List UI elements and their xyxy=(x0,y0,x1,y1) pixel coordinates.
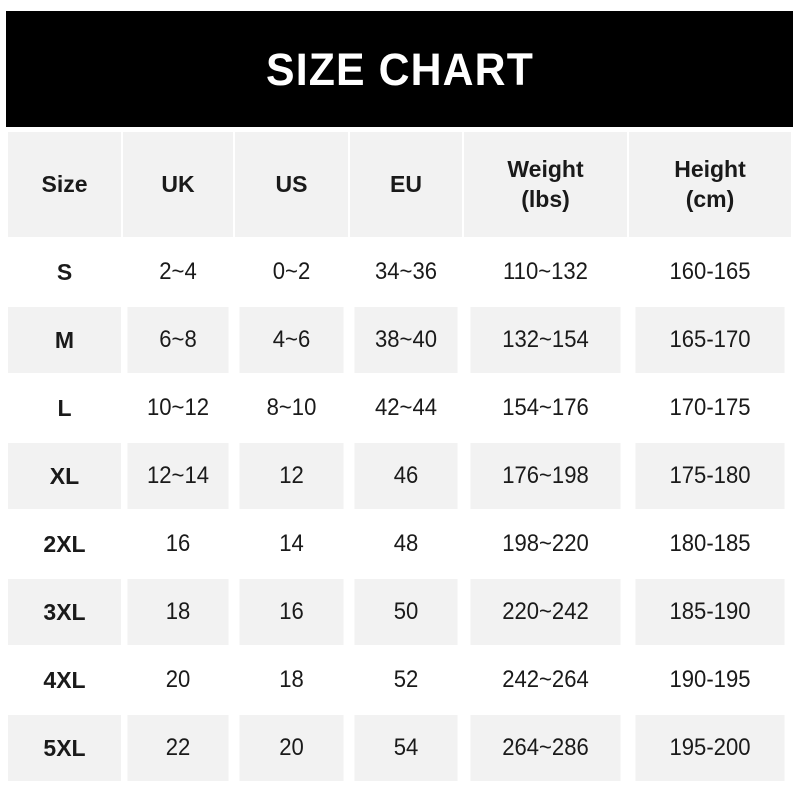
cell-height: 165-170 xyxy=(635,307,785,373)
cell-us: 18 xyxy=(239,647,344,713)
table-body: S 2~4 0~2 34~36 110~132 160-165 M 6~8 4~6 38~40 13… xyxy=(8,239,791,781)
cell-weight: 220~242 xyxy=(470,579,621,645)
cell-size: 3XL xyxy=(8,579,121,645)
cell-uk: 10~12 xyxy=(127,375,229,441)
cell-size: L xyxy=(8,375,121,441)
cell-uk: 22 xyxy=(127,715,229,781)
cell-us: 12 xyxy=(239,443,344,509)
cell-weight: 242~264 xyxy=(470,647,621,713)
cell-eu: 52 xyxy=(354,647,458,713)
table-row: 2XL 16 14 48 198~220 180-185 xyxy=(8,511,791,577)
cell-us: 8~10 xyxy=(239,375,344,441)
table-row: 3XL 18 16 50 220~242 185-190 xyxy=(8,579,791,645)
table-header-row: Size UK US EU Weight (lbs) Height (cm) xyxy=(8,132,791,237)
cell-uk: 20 xyxy=(127,647,229,713)
cell-height: 195-200 xyxy=(635,715,785,781)
cell-height: 170-175 xyxy=(635,375,785,441)
size-chart-table: Size UK US EU Weight (lbs) Height (cm) xyxy=(6,130,793,783)
column-header-eu-label: EU xyxy=(390,170,422,197)
column-header-us: US xyxy=(235,132,348,237)
table-row: 4XL 20 18 52 242~264 190-195 xyxy=(8,647,791,713)
cell-uk: 12~14 xyxy=(127,443,229,509)
column-header-height-label: Height xyxy=(674,156,746,183)
cell-height: 180-185 xyxy=(635,511,785,577)
cell-uk: 18 xyxy=(127,579,229,645)
column-header-us-label: US xyxy=(275,170,308,197)
page-title: SIZE CHART xyxy=(265,43,534,95)
cell-weight: 132~154 xyxy=(470,307,621,373)
cell-eu: 48 xyxy=(354,511,458,577)
cell-height: 175-180 xyxy=(635,443,785,509)
cell-size: XL xyxy=(8,443,121,509)
table-row: L 10~12 8~10 42~44 154~176 170-175 xyxy=(8,375,791,441)
table-row: 5XL 22 20 54 264~286 195-200 xyxy=(8,715,791,781)
column-header-height: Height (cm) xyxy=(629,132,791,237)
cell-size: 4XL xyxy=(8,647,121,713)
column-header-uk-label: UK xyxy=(161,170,195,197)
cell-height: 190-195 xyxy=(635,647,785,713)
column-header-height-unit: (cm) xyxy=(685,185,735,212)
cell-weight: 154~176 xyxy=(470,375,621,441)
cell-eu: 50 xyxy=(354,579,458,645)
table-row: S 2~4 0~2 34~36 110~132 160-165 xyxy=(8,239,791,305)
cell-us: 14 xyxy=(239,511,344,577)
table-row: M 6~8 4~6 38~40 132~154 165-170 xyxy=(8,307,791,373)
cell-eu: 38~40 xyxy=(354,307,458,373)
cell-eu: 54 xyxy=(354,715,458,781)
cell-size: M xyxy=(8,307,121,373)
cell-weight: 198~220 xyxy=(470,511,621,577)
cell-eu: 42~44 xyxy=(354,375,458,441)
column-header-weight-unit: (lbs) xyxy=(521,185,570,212)
table-row: XL 12~14 12 46 176~198 175-180 xyxy=(8,443,791,509)
column-header-uk: UK xyxy=(123,132,233,237)
column-header-size-label: Size xyxy=(41,170,88,197)
cell-size: 2XL xyxy=(8,511,121,577)
cell-uk: 2~4 xyxy=(127,239,229,305)
cell-size: 5XL xyxy=(8,715,121,781)
cell-us: 16 xyxy=(239,579,344,645)
cell-size: S xyxy=(8,239,121,305)
column-header-size: Size xyxy=(8,132,121,237)
cell-uk: 6~8 xyxy=(127,307,229,373)
column-header-weight-label: Weight xyxy=(507,156,584,183)
table-header: Size UK US EU Weight (lbs) Height (cm) xyxy=(8,132,791,237)
cell-eu: 34~36 xyxy=(354,239,458,305)
cell-weight: 264~286 xyxy=(470,715,621,781)
cell-uk: 16 xyxy=(127,511,229,577)
cell-us: 20 xyxy=(239,715,344,781)
cell-height: 160-165 xyxy=(635,239,785,305)
cell-weight: 176~198 xyxy=(470,443,621,509)
cell-us: 4~6 xyxy=(239,307,344,373)
cell-weight: 110~132 xyxy=(470,239,621,305)
title-banner: SIZE CHART xyxy=(6,11,793,127)
column-header-eu: EU xyxy=(350,132,462,237)
column-header-weight: Weight (lbs) xyxy=(464,132,627,237)
cell-us: 0~2 xyxy=(239,239,344,305)
cell-height: 185-190 xyxy=(635,579,785,645)
cell-eu: 46 xyxy=(354,443,458,509)
